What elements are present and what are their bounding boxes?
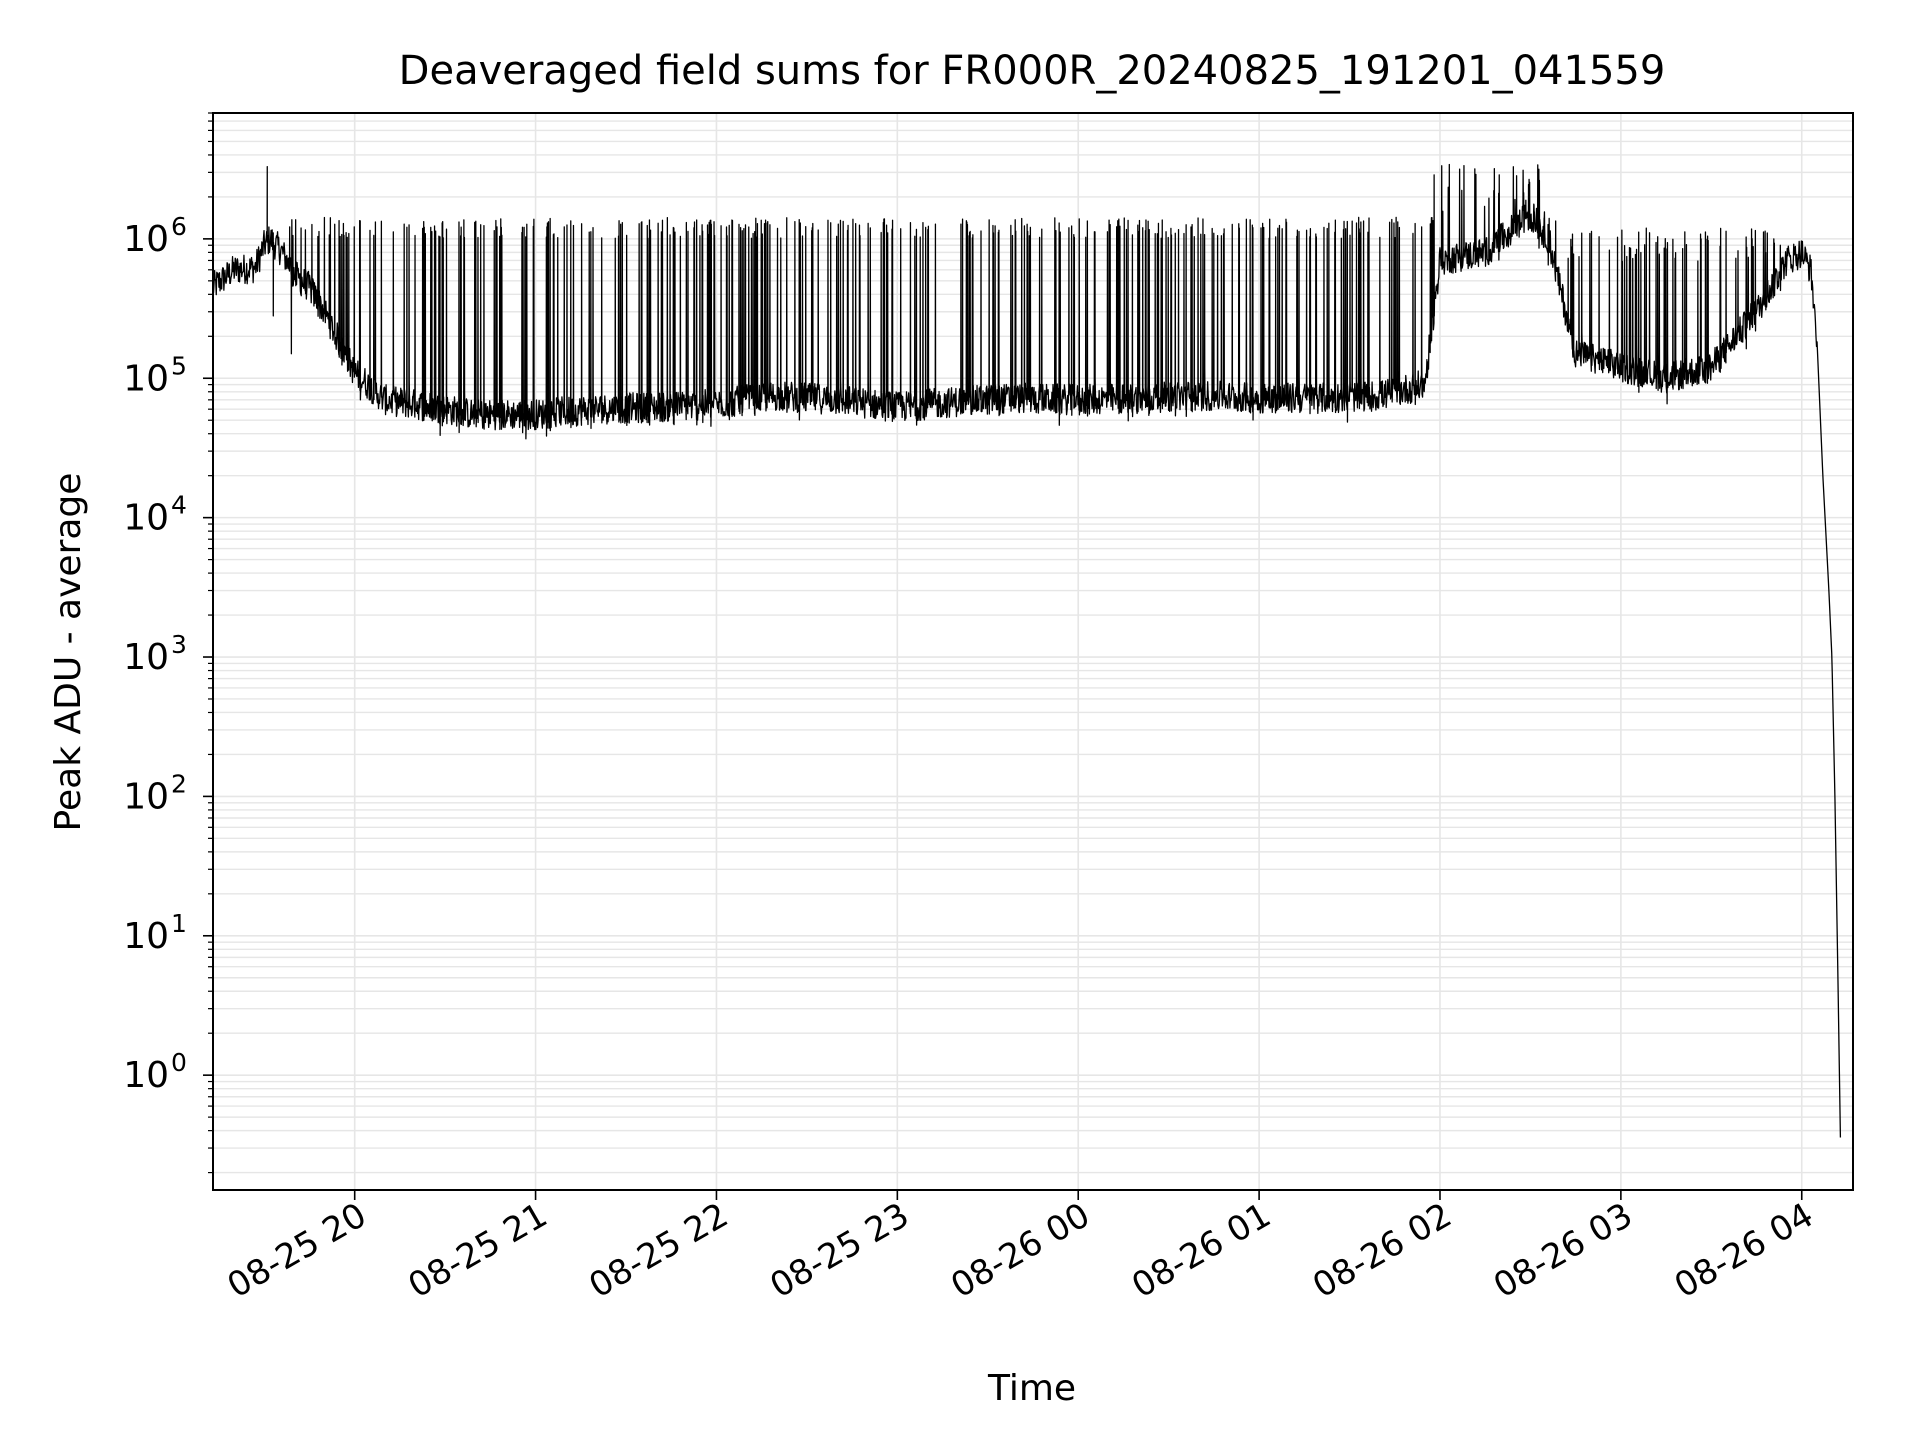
x-tick-label: 08-25 21 <box>402 1195 554 1306</box>
y-tick-label-exponent: 5 <box>171 351 187 380</box>
x-tick-label: 08-26 02 <box>1306 1195 1458 1306</box>
x-tick-label: 08-26 01 <box>1125 1195 1277 1306</box>
y-tick-label: 10 <box>123 1055 169 1096</box>
x-axis-label: Time <box>987 1368 1076 1409</box>
y-tick-label-exponent: 4 <box>171 491 187 520</box>
x-tick-label: 08-25 20 <box>221 1195 373 1306</box>
y-tick-label: 10 <box>123 637 169 678</box>
plot-area <box>212 163 1842 1138</box>
axes-frame <box>212 112 1854 1191</box>
y-tick-label-exponent: 0 <box>171 1048 187 1077</box>
y-tick-label: 10 <box>123 219 169 260</box>
series-line <box>212 163 1842 1138</box>
x-tick-label: 08-25 22 <box>583 1195 735 1306</box>
y-tick-label: 10 <box>123 358 169 399</box>
y-tick-label: 10 <box>123 916 169 957</box>
x-tick-label: 08-26 03 <box>1487 1195 1639 1306</box>
grid <box>213 112 1853 1190</box>
y-axis-label: Peak ADU - average <box>48 473 89 832</box>
y-tick-label: 10 <box>123 776 169 817</box>
chart-title: Deaveraged field sums for FR000R_2024082… <box>399 48 1666 94</box>
y-tick-label-exponent: 1 <box>171 909 187 938</box>
y-tick-label-exponent: 3 <box>171 630 187 659</box>
x-tick-label: 08-25 23 <box>763 1195 915 1306</box>
y-tick-label: 10 <box>123 498 169 539</box>
y-tick-label-exponent: 6 <box>171 212 187 241</box>
x-tick-label: 08-26 04 <box>1668 1195 1820 1306</box>
x-tick-label: 08-26 00 <box>944 1195 1096 1306</box>
y-tick-label-exponent: 2 <box>171 769 187 798</box>
